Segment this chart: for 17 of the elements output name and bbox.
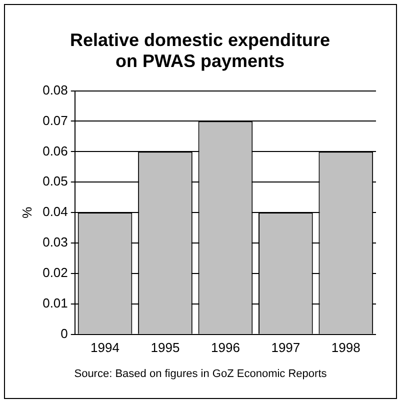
- y-tick-label: 0.05: [42, 174, 68, 189]
- y-tick-label: 0.01: [42, 296, 68, 311]
- y-tick-label: 0.04: [42, 204, 68, 220]
- x-tick-label: 1996: [210, 340, 240, 355]
- y-tick-label: 0.06: [42, 143, 68, 158]
- x-tick-label: 1998: [331, 340, 360, 355]
- chart-title: Relative domestic expenditure on PWAS payments: [68, 30, 332, 72]
- y-tick-label: 0.02: [42, 265, 68, 280]
- y-tick-label: 0.03: [42, 234, 68, 250]
- x-tick-label: 1997: [271, 340, 300, 355]
- y-axis-title: %: [19, 206, 34, 218]
- y-tick-label: 0.07: [42, 112, 68, 128]
- source-note: Source: Based on figures in GoZ Economic Reports: [73, 368, 328, 380]
- x-tick-label: 1994: [90, 340, 120, 355]
- y-tick-label: 0.08: [42, 82, 68, 98]
- x-tick-label: 1995: [150, 340, 180, 355]
- y-tick-label: 0: [60, 326, 68, 341]
